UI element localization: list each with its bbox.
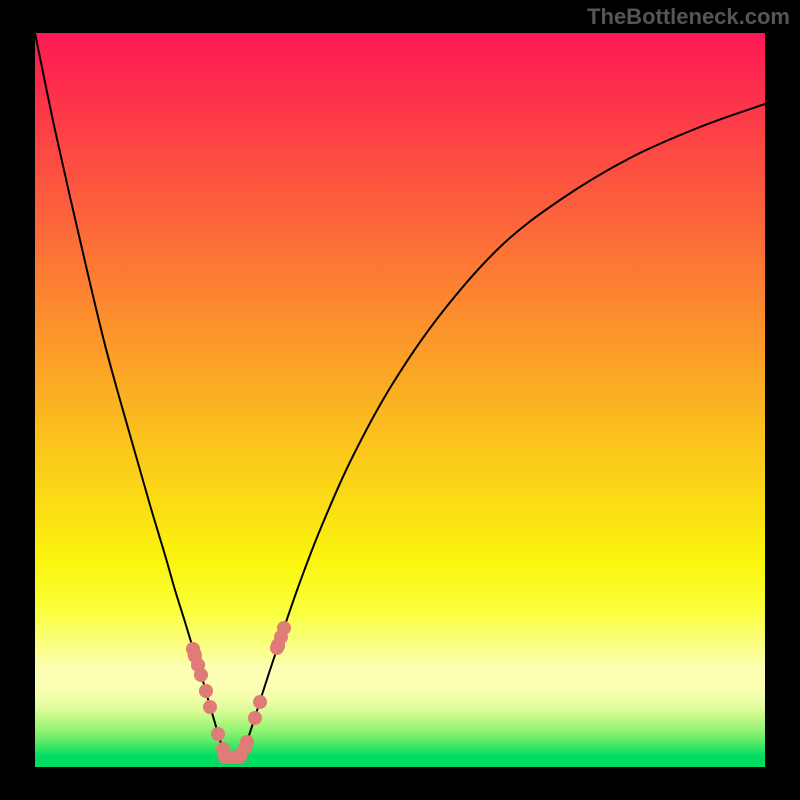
data-marker xyxy=(253,695,267,709)
data-marker xyxy=(191,658,205,672)
bottleneck-curve-chart xyxy=(0,0,800,800)
data-marker xyxy=(271,638,285,652)
watermark-text: TheBottleneck.com xyxy=(587,4,790,30)
plot-background xyxy=(35,33,765,767)
data-marker xyxy=(248,711,262,725)
data-marker xyxy=(199,684,213,698)
data-marker xyxy=(186,642,200,656)
data-marker xyxy=(277,621,291,635)
data-marker xyxy=(211,727,225,741)
data-marker xyxy=(240,735,254,749)
data-marker xyxy=(203,700,217,714)
chart-container: { "watermark": "TheBottleneck.com", "cha… xyxy=(0,0,800,800)
